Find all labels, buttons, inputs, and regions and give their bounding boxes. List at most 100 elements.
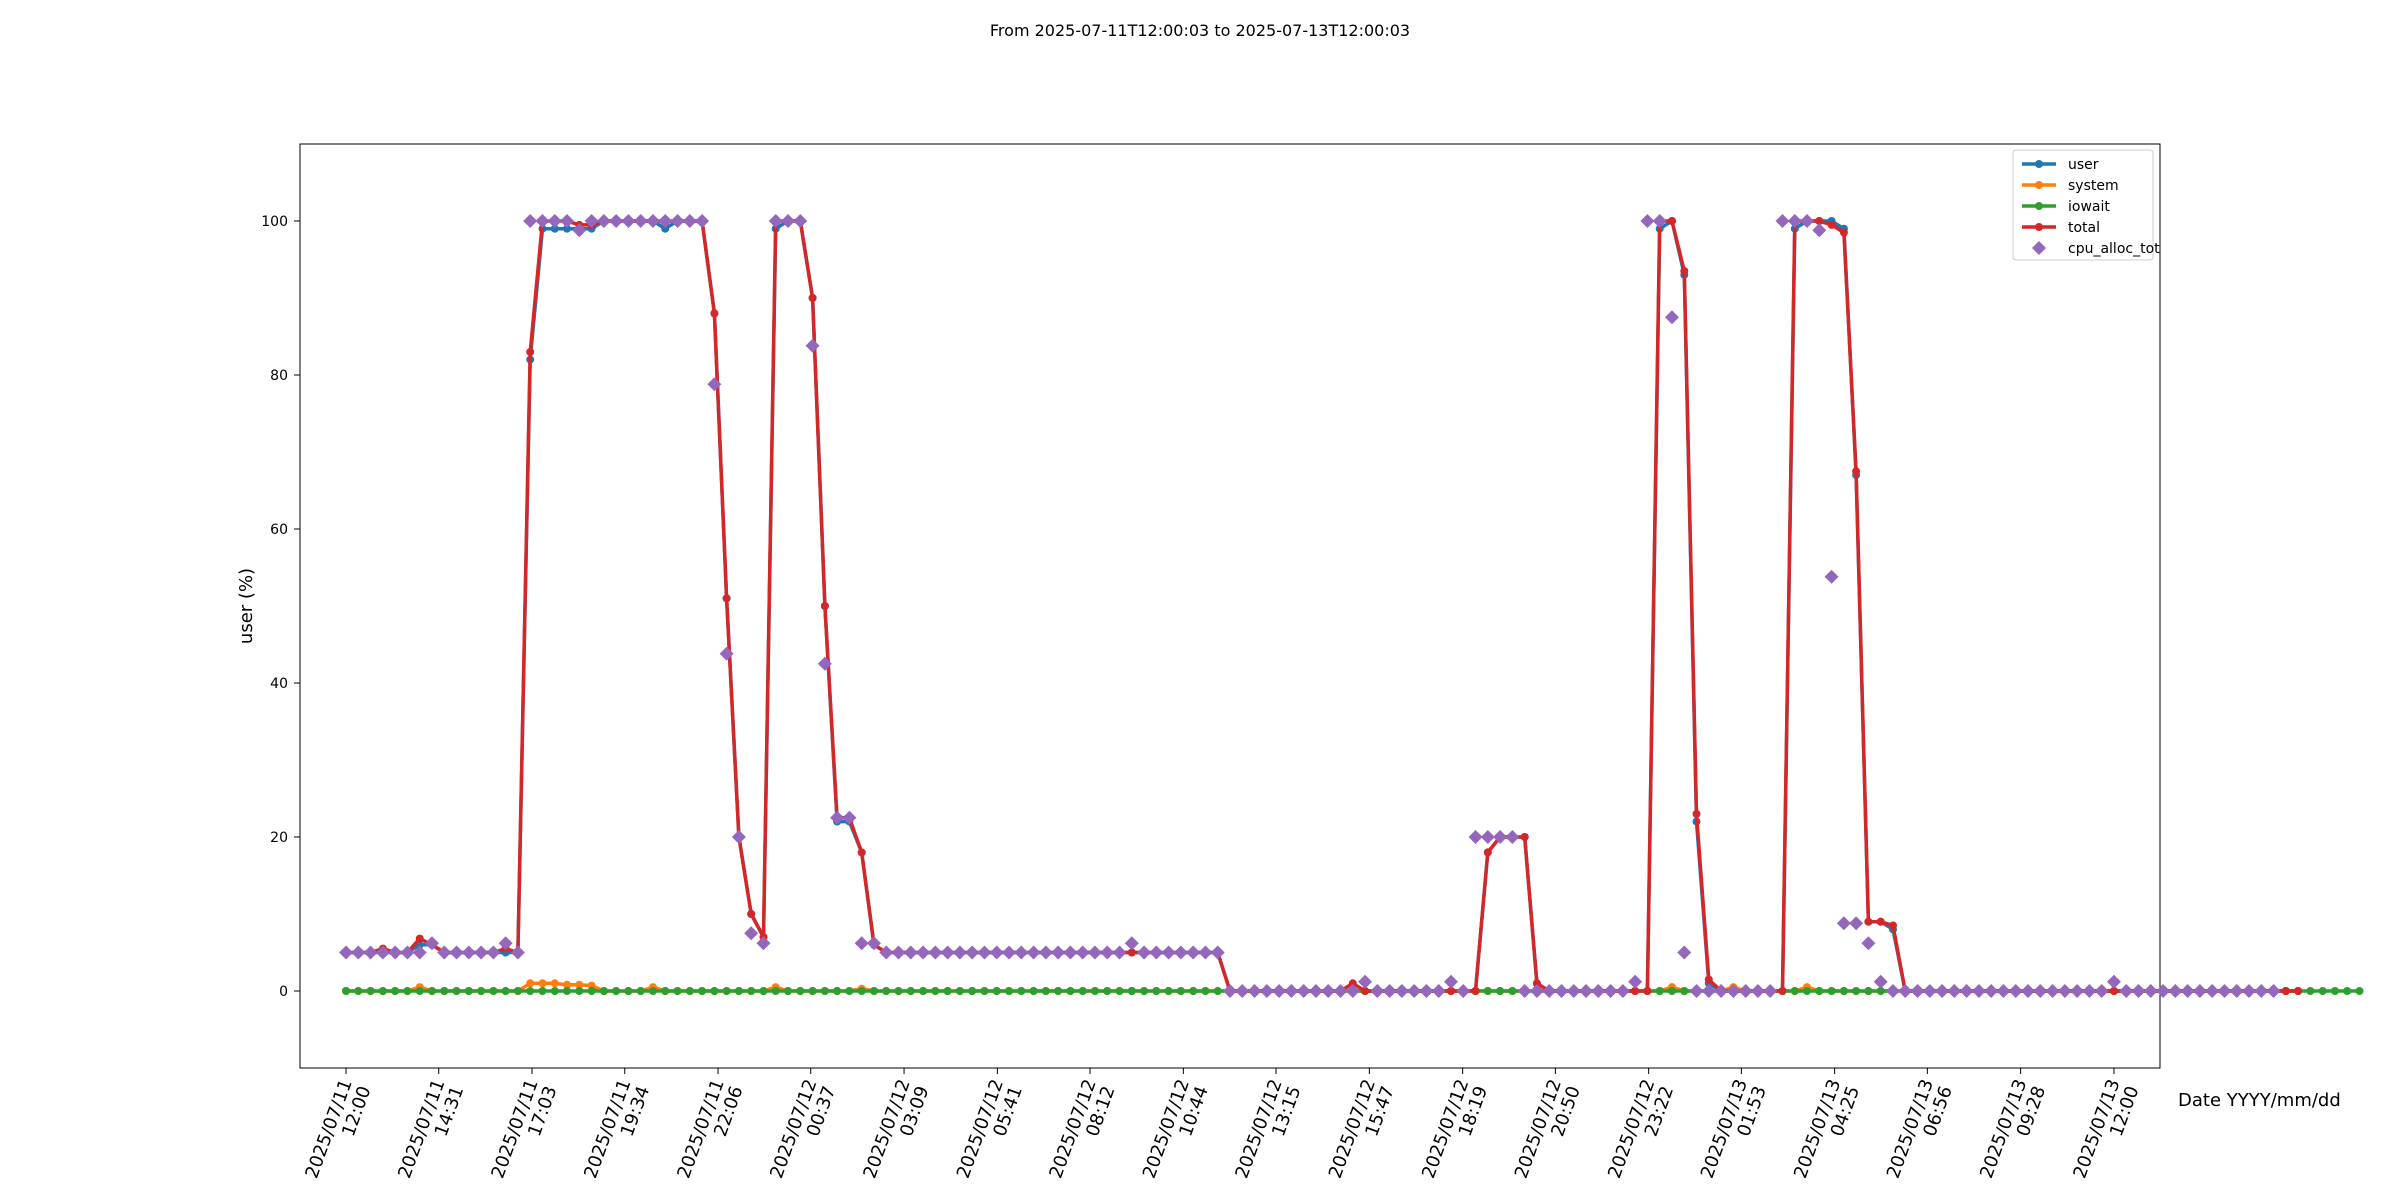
data-point-cpu-alloc-tot [1124, 936, 1139, 951]
data-point-cpu-alloc-tot [2008, 984, 2023, 998]
data-point-total [526, 347, 535, 356]
data-point-iowait [2343, 987, 2352, 995]
data-point-total [722, 594, 731, 603]
data-point-cpu-alloc-tot [645, 214, 660, 228]
legend-item-total: total [2022, 220, 2100, 236]
data-point-iowait [612, 987, 621, 995]
x-axis-label: Date YYYY/mm/dd [2178, 1090, 2341, 1111]
data-point-cpu-alloc-tot [866, 936, 881, 951]
data-point-iowait [1176, 987, 1185, 995]
data-point-total [1889, 921, 1897, 930]
data-point-total [1361, 987, 1369, 995]
data-point-cpu-alloc-tot [560, 214, 575, 228]
data-point-iowait [1803, 987, 1811, 995]
data-point-iowait [992, 987, 1001, 995]
legend-label-cpu-alloc-tot: cpu_alloc_tot [2068, 241, 2160, 257]
data-point-iowait [1005, 987, 1013, 995]
legend-marker-total [2035, 223, 2043, 231]
data-point-cpu-alloc-tot [1935, 984, 1950, 998]
data-point-cpu-alloc-tot [1333, 984, 1348, 998]
data-point-cpu-alloc-tot [1542, 984, 1557, 998]
data-point-cpu-alloc-tot [1849, 916, 1864, 931]
data-point-cpu-alloc-tot [916, 945, 931, 960]
data-point-iowait [1091, 987, 1099, 995]
data-point-cpu-alloc-tot [1051, 945, 1066, 960]
data-point-iowait [563, 987, 571, 995]
data-point-cpu-alloc-tot [535, 214, 550, 228]
x-tick-label: 2025/07/1309:28 [1976, 1077, 2050, 1189]
data-point-cpu-alloc-tot [363, 945, 378, 960]
data-point-cpu-alloc-tot [1038, 945, 1053, 960]
y-tick-label: 0 [279, 984, 288, 1000]
data-point-cpu-alloc-tot [1284, 984, 1299, 998]
data-point-cpu-alloc-tot [1689, 984, 1704, 998]
data-point-total [1852, 467, 1861, 476]
data-point-iowait [550, 987, 559, 995]
data-point-total [1864, 917, 1873, 926]
data-point-iowait [968, 987, 977, 995]
data-point-cpu-alloc-tot [2168, 984, 2183, 998]
data-point-iowait [833, 987, 842, 995]
data-point-iowait [980, 987, 989, 995]
data-point-cpu-alloc-tot [1321, 984, 1336, 998]
series-cpu-alloc-tot [339, 214, 2281, 998]
data-point-cpu-alloc-tot [388, 945, 403, 960]
data-point-total [415, 934, 424, 943]
data-point-iowait [403, 987, 412, 995]
data-point-iowait [1201, 987, 1210, 995]
data-point-cpu-alloc-tot [2266, 984, 2281, 998]
legend-item-iowait: iowait [2022, 199, 2110, 215]
data-point-total [1704, 975, 1713, 984]
x-tick-label: 2025/07/1312:00 [2069, 1077, 2143, 1189]
y-tick-label: 60 [270, 522, 288, 538]
data-point-iowait [1839, 987, 1848, 995]
data-point-iowait [624, 987, 633, 995]
x-tick-label: 2025/07/1215:47 [1325, 1077, 1399, 1189]
data-point-cpu-alloc-tot [817, 656, 832, 671]
data-point-cpu-alloc-tot [965, 945, 980, 960]
y-axis-ticks: 0 20 40 60 80 100 [261, 214, 300, 1000]
data-point-cpu-alloc-tot [977, 945, 992, 960]
data-point-cpu-alloc-tot [756, 936, 771, 951]
data-point-cpu-alloc-tot [2119, 984, 2134, 998]
data-point-total [1778, 987, 1787, 995]
data-point-iowait [1189, 987, 1198, 995]
data-point-total [1520, 833, 1529, 841]
data-point-iowait [342, 987, 350, 995]
data-point-iowait [1127, 987, 1136, 995]
x-tick-label: 2025/07/1306:56 [1883, 1077, 1957, 1189]
data-point-cpu-alloc-tot [1173, 945, 1188, 960]
data-point-iowait [378, 987, 387, 995]
data-point-cpu-alloc-tot [1726, 984, 1741, 998]
data-point-cpu-alloc-tot [351, 945, 366, 960]
data-point-iowait [428, 987, 436, 995]
data-point-iowait [1680, 987, 1689, 995]
data-point-iowait [771, 987, 780, 995]
data-point-cpu-alloc-tot [1836, 916, 1851, 931]
data-point-iowait [464, 987, 473, 995]
data-point-cpu-alloc-tot [854, 936, 869, 951]
data-point-iowait [526, 987, 535, 995]
data-point-iowait [722, 987, 731, 995]
data-point-cpu-alloc-tot [903, 945, 918, 960]
data-point-iowait [415, 987, 424, 995]
data-point-cpu-alloc-tot [1345, 984, 1360, 998]
data-point-cpu-alloc-tot [1971, 984, 1986, 998]
data-point-cpu-alloc-tot [1750, 984, 1765, 998]
data-point-cpu-alloc-tot [952, 945, 967, 960]
x-tick-label: 2025/07/1112:00 [302, 1077, 376, 1189]
data-point-cpu-alloc-tot [2205, 984, 2220, 998]
data-point-cpu-alloc-tot [1517, 984, 1532, 998]
data-point-total [1643, 987, 1652, 995]
data-point-cpu-alloc-tot [1186, 945, 1201, 960]
data-point-cpu-alloc-tot [1308, 984, 1323, 998]
series-layer [339, 214, 2364, 998]
data-point-user [550, 224, 559, 233]
data-point-user [661, 224, 670, 233]
y-tick-label: 80 [270, 368, 288, 384]
legend-item-system: system [2022, 178, 2119, 194]
data-point-iowait [820, 987, 829, 995]
data-point-iowait [882, 987, 891, 995]
data-point-cpu-alloc-tot [1026, 945, 1041, 960]
data-point-iowait [391, 987, 400, 995]
